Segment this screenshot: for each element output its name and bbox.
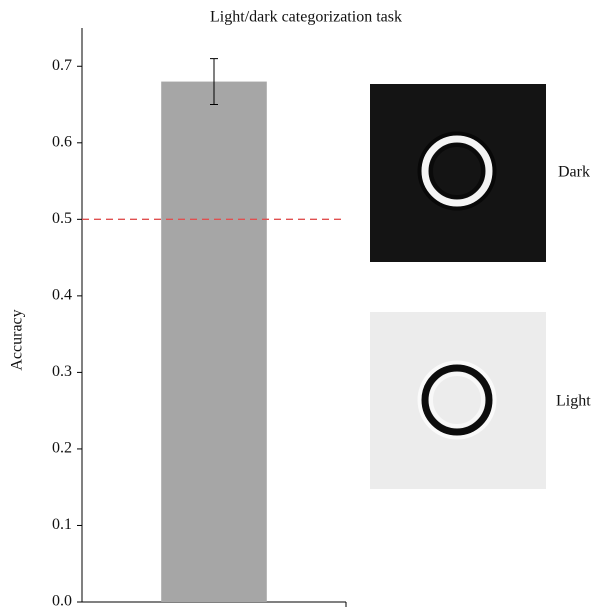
dark-image xyxy=(370,84,546,262)
image-label: Light xyxy=(556,393,591,410)
bar xyxy=(161,81,267,602)
light-image xyxy=(370,312,546,489)
y-axis-label: Accuracy xyxy=(9,309,26,370)
y-tick-label: 0.4 xyxy=(52,287,72,304)
y-tick-label: 0.5 xyxy=(52,210,72,227)
y-tick-label: 0.1 xyxy=(52,516,72,533)
y-tick-label: 0.2 xyxy=(52,440,72,457)
y-tick-label: 0.3 xyxy=(52,363,72,380)
y-tick-label: 0.6 xyxy=(52,133,72,150)
error-bar xyxy=(210,58,218,106)
chart-title: Light/dark categorization task xyxy=(210,9,402,26)
image-label: Dark xyxy=(558,164,590,181)
y-tick-label: 0.7 xyxy=(52,57,72,74)
y-tick-label: 0.0 xyxy=(52,593,72,609)
